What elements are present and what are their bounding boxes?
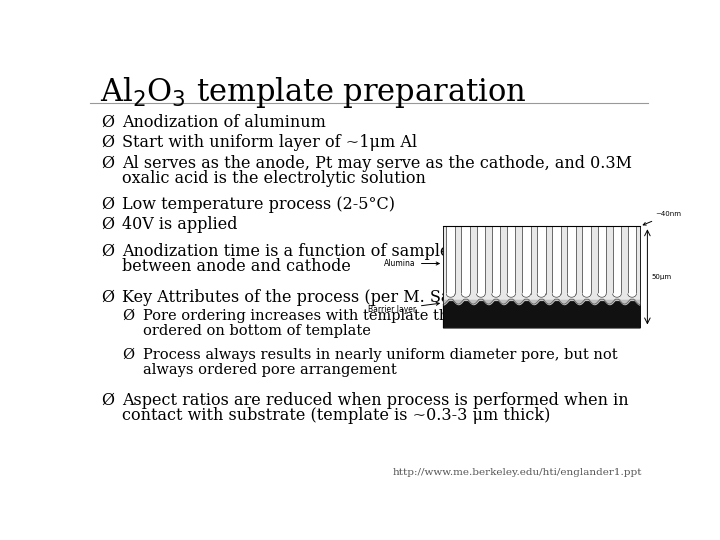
Polygon shape	[446, 294, 455, 297]
Polygon shape	[552, 294, 561, 297]
Text: Process always results in nearly uniform diameter pore, but not: Process always results in nearly uniform…	[143, 348, 618, 362]
Bar	[613, 226, 621, 294]
Polygon shape	[598, 294, 606, 297]
Text: Anodization time is a function of sample size and distance: Anodization time is a function of sample…	[122, 243, 595, 260]
Polygon shape	[582, 294, 591, 297]
Polygon shape	[507, 294, 516, 297]
Text: Key Attributes of the process (per M. Sander): Key Attributes of the process (per M. Sa…	[122, 288, 495, 306]
Bar	[492, 226, 500, 294]
Text: Aspect ratios are reduced when process is performed when in: Aspect ratios are reduced when process i…	[122, 392, 629, 409]
Polygon shape	[492, 294, 500, 297]
Polygon shape	[613, 294, 621, 297]
Text: Ø: Ø	[101, 216, 114, 233]
Text: Ø: Ø	[122, 309, 135, 323]
Bar	[522, 226, 531, 294]
Polygon shape	[477, 294, 485, 297]
Text: 40V is applied: 40V is applied	[122, 216, 238, 233]
Bar	[507, 226, 516, 294]
Text: Al serves as the anode, Pt may serve as the cathode, and 0.3M: Al serves as the anode, Pt may serve as …	[122, 154, 632, 172]
Text: ordered on bottom of template: ordered on bottom of template	[143, 324, 371, 338]
Text: Ø: Ø	[101, 243, 114, 260]
Text: Ø: Ø	[101, 288, 114, 306]
Polygon shape	[522, 294, 531, 297]
Bar	[446, 226, 455, 294]
Bar	[567, 226, 576, 294]
Text: Ø: Ø	[101, 114, 114, 131]
Polygon shape	[628, 294, 636, 297]
Bar	[582, 226, 591, 294]
Polygon shape	[462, 294, 470, 297]
Bar	[598, 226, 606, 294]
Text: Ø: Ø	[101, 392, 114, 409]
Text: always ordered pore arrangement: always ordered pore arrangement	[143, 362, 397, 376]
Text: Ø: Ø	[101, 134, 114, 151]
Text: Ø: Ø	[122, 348, 135, 362]
Text: Anodization of aluminum: Anodization of aluminum	[122, 114, 326, 131]
Bar	[537, 226, 546, 294]
Bar	[443, 301, 639, 327]
Text: between anode and cathode: between anode and cathode	[122, 258, 351, 275]
Text: oxalic acid is the electrolytic solution: oxalic acid is the electrolytic solution	[122, 170, 426, 187]
Text: Ø: Ø	[101, 154, 114, 172]
Bar	[628, 226, 636, 294]
Text: contact with substrate (template is ~0.3-3 μm thick): contact with substrate (template is ~0.3…	[122, 407, 551, 424]
Bar	[477, 226, 485, 294]
Text: Ø: Ø	[101, 196, 114, 213]
Text: Al$_2$O$_3$ template preparation: Al$_2$O$_3$ template preparation	[100, 75, 526, 110]
Text: Alumina: Alumina	[384, 259, 439, 268]
Bar	[552, 226, 561, 294]
Polygon shape	[567, 294, 576, 297]
Text: Barrier layer: Barrier layer	[368, 302, 439, 314]
Bar	[462, 226, 470, 294]
Bar	[443, 226, 639, 301]
Text: Start with uniform layer of ~1μm Al: Start with uniform layer of ~1μm Al	[122, 134, 418, 151]
Text: 50μm: 50μm	[652, 274, 671, 280]
Text: Low temperature process (2-5°C): Low temperature process (2-5°C)	[122, 196, 395, 213]
Text: Pore ordering increases with template thickness – pores are more: Pore ordering increases with template th…	[143, 309, 634, 323]
Text: http://www.me.berkeley.edu/hti/englander1.ppt: http://www.me.berkeley.edu/hti/englander…	[393, 468, 642, 477]
Text: ~40nm: ~40nm	[643, 212, 681, 225]
Polygon shape	[537, 294, 546, 297]
